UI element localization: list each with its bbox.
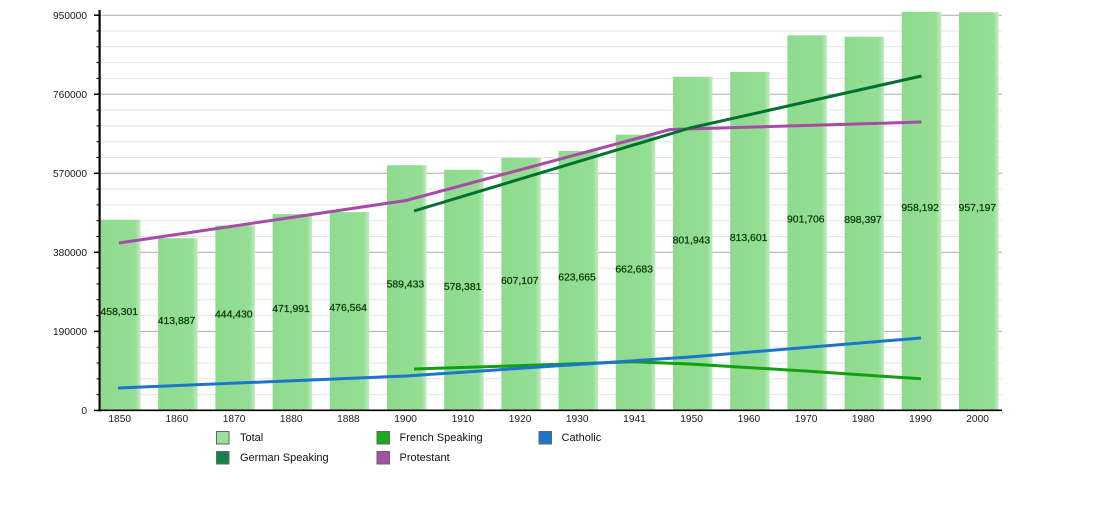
svg-text:444,430: 444,430 xyxy=(215,310,253,321)
svg-text:801,943: 801,943 xyxy=(673,235,711,246)
svg-text:1880: 1880 xyxy=(280,414,303,425)
svg-text:1990: 1990 xyxy=(909,414,932,425)
svg-text:1870: 1870 xyxy=(223,414,246,425)
svg-text:957,197: 957,197 xyxy=(959,203,997,214)
svg-text:898,397: 898,397 xyxy=(844,215,882,226)
svg-text:578,381: 578,381 xyxy=(444,282,482,293)
svg-text:Protestant: Protestant xyxy=(400,452,450,464)
svg-text:1970: 1970 xyxy=(795,414,818,425)
svg-text:1850: 1850 xyxy=(108,414,131,425)
svg-text:413,887: 413,887 xyxy=(158,316,196,327)
svg-text:Total: Total xyxy=(240,432,263,444)
svg-text:1920: 1920 xyxy=(509,414,532,425)
svg-text:1980: 1980 xyxy=(852,414,875,425)
svg-text:German Speaking: German Speaking xyxy=(240,452,329,464)
svg-text:760000: 760000 xyxy=(53,90,87,101)
svg-text:623,665: 623,665 xyxy=(558,272,596,283)
svg-text:958,192: 958,192 xyxy=(901,203,939,214)
svg-text:190000: 190000 xyxy=(53,327,87,338)
svg-text:589,433: 589,433 xyxy=(387,280,425,291)
svg-text:607,107: 607,107 xyxy=(501,276,539,287)
svg-text:380000: 380000 xyxy=(53,248,87,259)
svg-text:2000: 2000 xyxy=(966,414,989,425)
svg-text:Catholic: Catholic xyxy=(562,432,602,444)
svg-text:1860: 1860 xyxy=(165,414,188,425)
svg-text:1960: 1960 xyxy=(738,414,761,425)
svg-text:1900: 1900 xyxy=(394,414,417,425)
svg-text:1910: 1910 xyxy=(452,414,475,425)
svg-text:950000: 950000 xyxy=(53,11,87,22)
svg-text:1888: 1888 xyxy=(337,414,360,425)
svg-text:662,683: 662,683 xyxy=(615,264,653,275)
svg-text:1930: 1930 xyxy=(566,414,589,425)
svg-text:0: 0 xyxy=(81,406,87,417)
svg-text:1950: 1950 xyxy=(680,414,703,425)
svg-text:476,564: 476,564 xyxy=(329,303,367,314)
svg-text:570000: 570000 xyxy=(53,169,87,180)
svg-text:901,706: 901,706 xyxy=(787,215,825,226)
svg-text:French Speaking: French Speaking xyxy=(400,432,483,444)
svg-text:458,301: 458,301 xyxy=(101,307,139,318)
svg-text:1941: 1941 xyxy=(623,414,646,425)
svg-text:471,991: 471,991 xyxy=(272,304,310,315)
svg-text:813,601: 813,601 xyxy=(730,233,768,244)
